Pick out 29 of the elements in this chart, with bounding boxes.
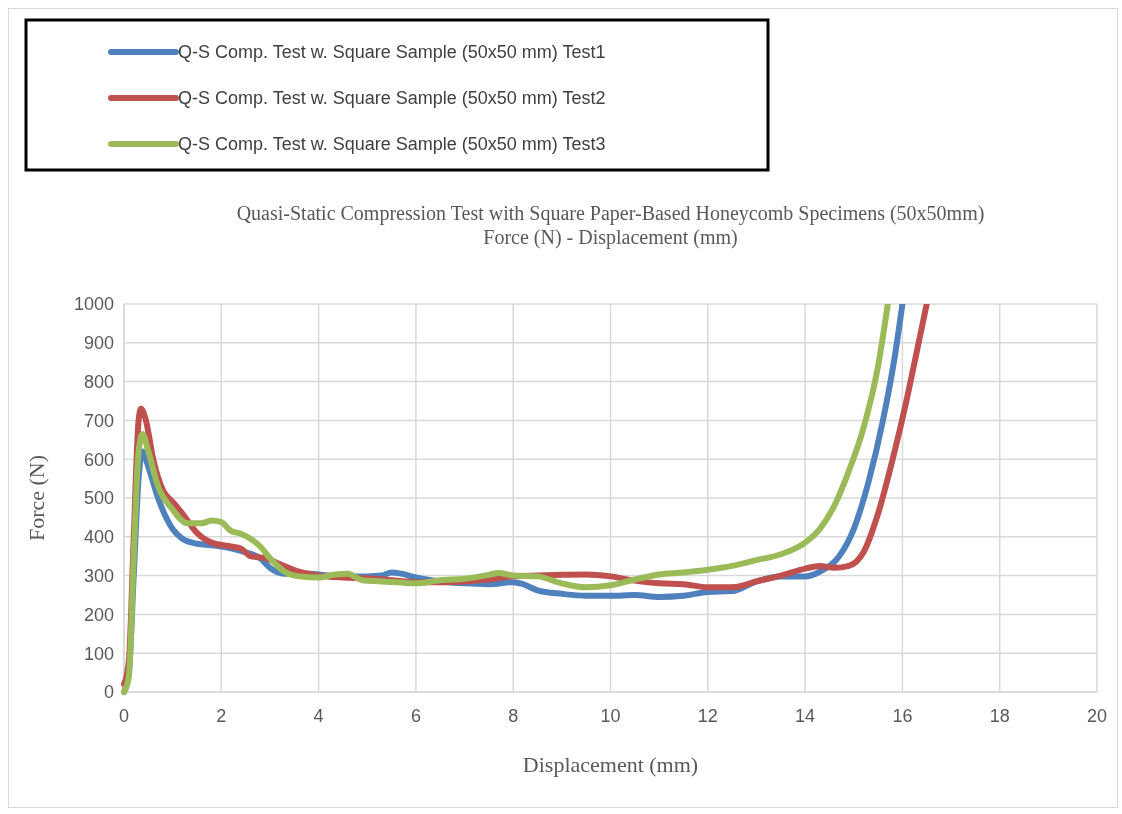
x-tick-label: 20 bbox=[1086, 706, 1108, 726]
x-tick-label: 10 bbox=[600, 706, 621, 726]
y-tick-label: 100 bbox=[83, 643, 114, 664]
y-tick-label: 800 bbox=[83, 371, 114, 392]
y-tick-label: 200 bbox=[83, 604, 114, 625]
y-tick-label: 500 bbox=[83, 488, 114, 509]
y-tick-label: 600 bbox=[83, 449, 114, 470]
x-tick-label: 2 bbox=[216, 706, 227, 726]
x-tick-label: 12 bbox=[697, 706, 718, 726]
x-tick-label: 6 bbox=[410, 706, 421, 726]
x-tick-label: 14 bbox=[795, 706, 816, 726]
x-tick-label: 4 bbox=[313, 706, 324, 726]
chart-subtitle: Force (N) - Displacement (mm) bbox=[483, 226, 738, 249]
y-tick-label: 400 bbox=[83, 527, 114, 548]
y-axis-title: Force (N) bbox=[24, 454, 49, 542]
y-tick-label: 300 bbox=[83, 565, 114, 586]
legend-label: Q-S Comp. Test w. Square Sample (50x50 mm) Test2 bbox=[178, 88, 606, 109]
y-tick-label: 0 bbox=[103, 682, 114, 703]
y-tick-label: 700 bbox=[83, 410, 114, 431]
y-tick-label: 900 bbox=[83, 333, 114, 354]
x-tick-label: 18 bbox=[989, 706, 1010, 726]
x-tick-label: 8 bbox=[508, 706, 519, 726]
chart-title: Quasi-Static Compression Test with Square Paper-Based Honeycomb Specimens (50x50mm) bbox=[236, 202, 985, 225]
x-tick-label: 0 bbox=[118, 706, 130, 726]
x-tick-label: 16 bbox=[892, 706, 913, 726]
legend-label: Q-S Comp. Test w. Square Sample (50x50 mm) Test3 bbox=[178, 134, 606, 155]
x-axis-title: Displacement (mm) bbox=[522, 752, 699, 777]
y-tick-label: 1000 bbox=[73, 294, 114, 315]
legend-label: Q-S Comp. Test w. Square Sample (50x50 mm) Test1 bbox=[178, 42, 606, 63]
